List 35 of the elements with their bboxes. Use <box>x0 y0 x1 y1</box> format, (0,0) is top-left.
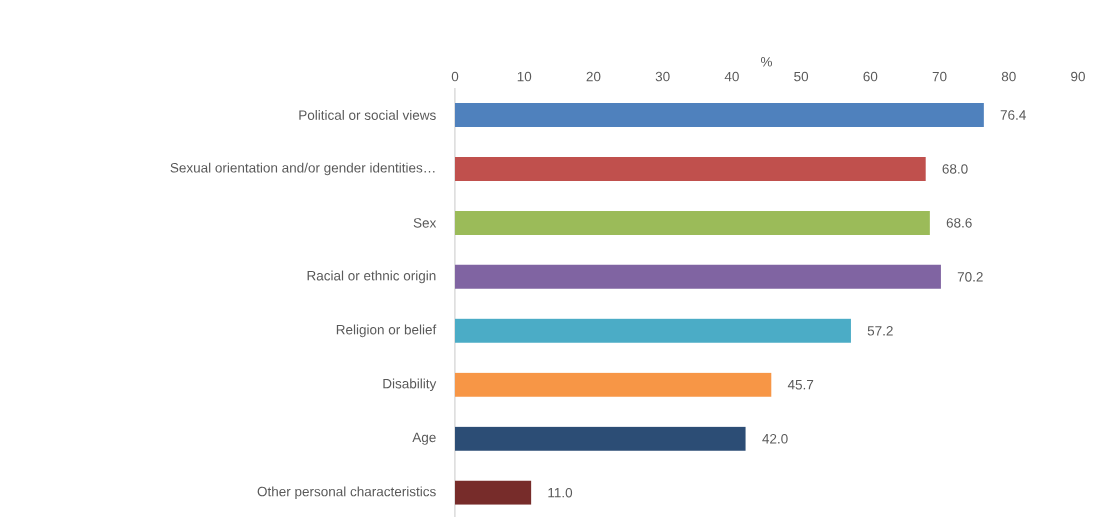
bar <box>455 318 851 343</box>
bar <box>455 426 746 451</box>
data-label: 57.2 <box>867 326 893 336</box>
x-tick-label: 80 <box>1001 71 1016 82</box>
x-tick-label: 50 <box>794 71 809 82</box>
y-tick-label: Sexual orientation and/or gender identities… <box>170 162 435 176</box>
y-tick-label: Sex <box>413 218 437 228</box>
data-label: 68.6 <box>946 218 972 228</box>
x-tick-label: 20 <box>586 71 601 82</box>
x-tick-label: 90 <box>1071 71 1085 82</box>
x-tick-label: 70 <box>932 71 947 82</box>
bar <box>455 102 984 127</box>
bar <box>455 264 941 289</box>
data-label: 42.0 <box>762 433 788 444</box>
y-tick-label: Age <box>412 432 436 445</box>
data-label: 45.7 <box>787 380 814 390</box>
x-tick-label: 0 <box>451 71 459 82</box>
bar <box>455 156 926 181</box>
x-axis-title: % <box>760 57 773 67</box>
bar <box>455 480 532 505</box>
y-tick-label: Racial or ethnic origin <box>307 270 436 284</box>
bar <box>455 372 772 397</box>
x-tick-label: 60 <box>863 71 878 82</box>
bar <box>455 210 930 235</box>
x-tick-label: 30 <box>655 71 670 82</box>
data-label: 68.0 <box>942 164 968 174</box>
data-label: 70.2 <box>957 272 983 282</box>
data-label: 11.0 <box>548 487 573 498</box>
y-tick-label: Political or social views <box>299 110 436 120</box>
data-label: 76.4 <box>1000 110 1026 120</box>
y-tick-label: Religion or belief <box>336 324 437 338</box>
y-tick-label: Other personal characteristics <box>257 486 436 500</box>
x-tick-label: 10 <box>517 71 532 82</box>
y-tick-label: Disability <box>383 378 437 392</box>
x-tick-label: 40 <box>724 71 739 82</box>
